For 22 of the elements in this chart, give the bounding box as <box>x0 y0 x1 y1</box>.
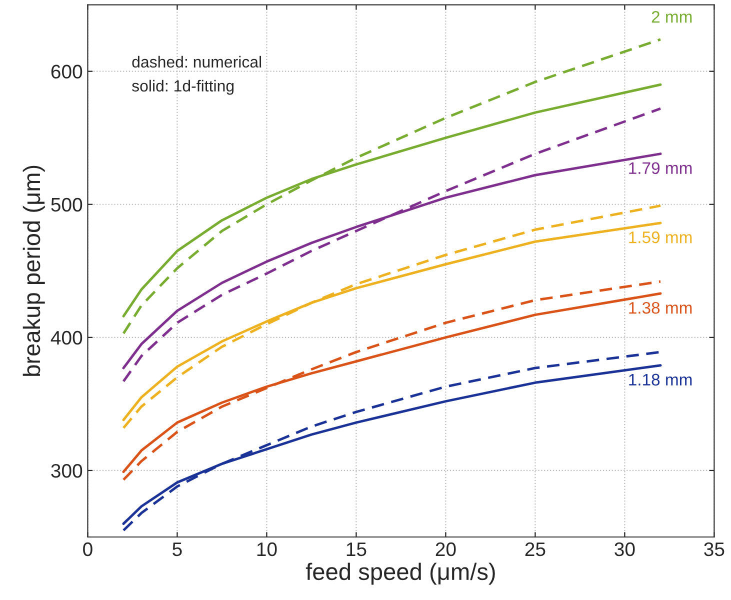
x-tick-label: 15 <box>346 542 366 556</box>
x-tick-label: 5 <box>172 542 182 556</box>
line-series <box>122 38 662 335</box>
y-tick-label: 600 <box>51 64 82 79</box>
series-label: 1.38 mm <box>629 302 692 314</box>
annotation: dashed: numerical <box>132 56 262 68</box>
y-tick-label: 400 <box>50 330 82 345</box>
annotation: solid: 1d-fitting <box>132 80 234 95</box>
y-tick-label: 500 <box>51 198 82 212</box>
x-tick-label: 20 <box>436 542 456 556</box>
x-axis-title: feed speed (μm/s) <box>306 562 495 585</box>
y-axis-title: breakup period (μm) <box>22 166 45 376</box>
text: 2 mm <box>652 10 692 23</box>
x-tick-label: 35 <box>704 542 724 556</box>
series-label: 1.79 mm <box>629 162 692 174</box>
x-tick-label: 0 <box>83 542 92 556</box>
x-tick-label: 30 <box>614 542 635 556</box>
series-label: 1.18 mm <box>629 374 692 386</box>
series-label: 1.59 mm <box>629 231 692 244</box>
y-tick-label: 300 <box>51 464 82 478</box>
x-tick-label: 25 <box>525 542 546 556</box>
x-tick-label: 10 <box>257 542 277 556</box>
